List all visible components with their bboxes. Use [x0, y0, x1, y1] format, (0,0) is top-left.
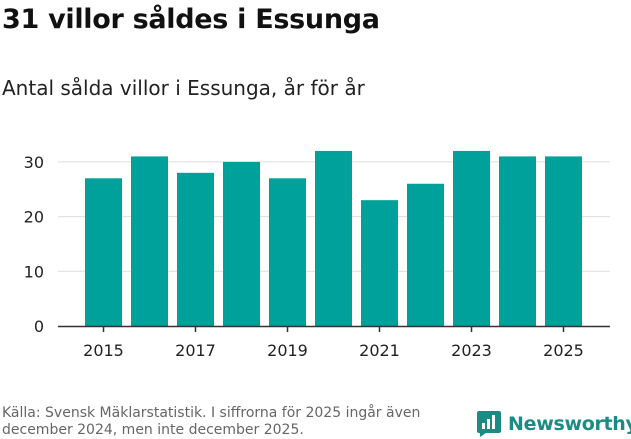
- bar-2020: [315, 150, 352, 326]
- bar-2022: [407, 183, 444, 326]
- x-tick-label-2019: 2019: [267, 341, 308, 360]
- brand-name: Newsworthy: [508, 413, 631, 435]
- bar-2021: [361, 200, 398, 326]
- x-tick-label-2025: 2025: [543, 341, 584, 360]
- x-tick-label-2023: 2023: [451, 341, 492, 360]
- bar-2016: [131, 156, 168, 326]
- chart-subtitle: Antal sålda villor i Essunga, år för år: [2, 76, 365, 100]
- bar-2023: [453, 150, 490, 326]
- bar-chart: 0 10 20 30 2015 2017 2019 2021 2023 2025: [24, 150, 610, 360]
- newsworthy-icon: [477, 411, 501, 437]
- newsworthy-logo: Newsworthy: [476, 409, 631, 439]
- bar-2025: [545, 156, 582, 326]
- y-tick-label-10: 10: [24, 262, 44, 281]
- bar-2019: [269, 178, 306, 326]
- x-tick-label-2021: 2021: [359, 341, 400, 360]
- x-tick-label-2017: 2017: [175, 341, 216, 360]
- source-note: Källa: Svensk Mäklarstatistik. I siffror…: [2, 405, 421, 438]
- y-tick-label-30: 30: [24, 153, 44, 172]
- y-tick-label-0: 0: [34, 317, 44, 336]
- bar-2018: [223, 161, 260, 326]
- x-tick-label-2015: 2015: [83, 341, 124, 360]
- bar-2017: [177, 172, 214, 326]
- y-tick-label-20: 20: [24, 208, 44, 227]
- bar-2015: [85, 178, 122, 326]
- bar-2024: [499, 156, 536, 326]
- chart-title: 31 villor såldes i Essunga: [2, 4, 380, 35]
